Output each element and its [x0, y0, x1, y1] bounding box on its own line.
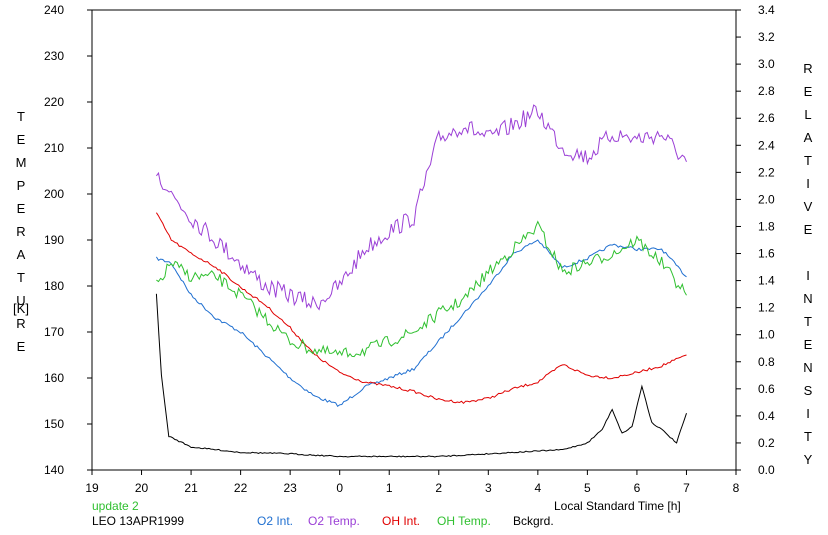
series-oh-int-line — [155, 212, 687, 405]
axis-label-char: T — [804, 314, 812, 329]
x-tick-label: 21 — [184, 481, 198, 495]
axis-label-char: R — [16, 316, 26, 331]
axis-label-char: L — [804, 107, 812, 122]
series-o2-temp-line — [156, 104, 687, 311]
right-tick-label: 3.2 — [758, 30, 775, 44]
axis-label-char: E — [16, 201, 26, 216]
axis-label-char: E — [803, 84, 813, 99]
axis-label-char: E — [16, 339, 26, 354]
right-tick-label: 3.4 — [758, 3, 775, 17]
axis-label-char: A — [803, 130, 813, 145]
axis-label-char: N — [803, 291, 813, 306]
left-tick-label: 200 — [44, 187, 64, 201]
right-tick-label: 1.2 — [758, 301, 775, 315]
right-tick-label: 1.8 — [758, 219, 775, 233]
left-tick-label: 190 — [44, 233, 64, 247]
x-tick-label: 6 — [634, 481, 641, 495]
right-tick-label: 1.0 — [758, 328, 775, 342]
x-tick-label: 20 — [135, 481, 149, 495]
right-tick-label: 3.0 — [758, 57, 775, 71]
right-tick-label: 0.4 — [758, 409, 775, 423]
right-tick-label: 1.4 — [758, 274, 775, 288]
axis-label-char: A — [16, 247, 26, 262]
left-axis: 140 150 160 170 180 190 200 210 220 230 240 — [44, 3, 92, 477]
bottom-axis: 19 20 21 22 23 0 1 2 3 4 5 6 7 8 — [85, 470, 740, 495]
axis-label-char: Y — [803, 452, 813, 467]
axis-label-char: I — [806, 176, 810, 191]
left-tick-label: 220 — [44, 95, 64, 109]
right-tick-label: 2.2 — [758, 165, 775, 179]
axis-label-char: N — [803, 360, 813, 375]
left-tick-label: 180 — [44, 279, 64, 293]
x-tick-label: 1 — [386, 481, 393, 495]
right-axis: 0.0 0.2 0.4 0.6 0.8 1.0 1.2 1.4 1.6 1.8 2.0 2.2 2.4 2… — [736, 3, 775, 477]
x-tick-label: 3 — [485, 481, 492, 495]
legend-entry: O2 Temp. — [308, 514, 360, 528]
axis-label-char: I — [806, 406, 810, 421]
right-tick-label: 1.6 — [758, 247, 775, 261]
x-tick-label: 8 — [733, 481, 740, 495]
left-tick-label: 210 — [44, 141, 64, 155]
axis-label-char: E — [16, 132, 26, 147]
axis-label-char: P — [16, 178, 26, 193]
axis-label-char: R — [803, 61, 813, 76]
left-tick-label: 170 — [44, 325, 64, 339]
series-o2-int-line — [155, 239, 687, 408]
x-tick-label: 4 — [535, 481, 542, 495]
x-tick-label: 5 — [584, 481, 591, 495]
series-bckgrd-line — [155, 293, 687, 458]
axis-label-char: I — [806, 268, 810, 283]
axis-label-char: E — [803, 222, 813, 237]
left-tick-label: 140 — [44, 463, 64, 477]
series-oh-temp-line — [156, 220, 687, 358]
x-tick-label: 23 — [283, 481, 297, 495]
x-tick-label: 0 — [336, 481, 343, 495]
x-tick-label: 7 — [683, 481, 690, 495]
station-label: LEO 13APR1999 — [92, 514, 185, 528]
axis-label-char: E — [803, 337, 813, 352]
legend-entry: O2 Int. — [257, 514, 294, 528]
legend-entry: OH Temp. — [437, 514, 491, 528]
left-tick-label: 160 — [44, 371, 64, 385]
axis-label-char: T — [804, 429, 812, 444]
axis-label-char: V — [803, 199, 813, 214]
left-axis-unit: [K] — [13, 301, 29, 316]
right-tick-label: 0.2 — [758, 436, 775, 450]
right-tick-label: 0.0 — [758, 463, 775, 477]
axis-label-char: M — [15, 155, 27, 170]
legend-entry: Bckgrd. — [513, 514, 554, 528]
right-tick-label: 2.4 — [758, 138, 775, 152]
axis-label-char: T — [804, 153, 812, 168]
left-tick-label: 150 — [44, 417, 64, 431]
axis-label-char: S — [803, 383, 813, 398]
right-tick-label: 2.0 — [758, 192, 775, 206]
left-tick-label: 230 — [44, 49, 64, 63]
x-axis-label: Local Standard Time [h] — [554, 499, 681, 513]
x-tick-label: 22 — [234, 481, 248, 495]
update-note: update 2 — [92, 499, 139, 513]
x-tick-label: 2 — [435, 481, 442, 495]
right-tick-label: 2.8 — [758, 84, 775, 98]
axis-label-char — [800, 241, 816, 264]
series-layer — [155, 104, 687, 458]
legend-entry: OH Int. — [382, 514, 421, 528]
axis-label-char: T — [17, 270, 25, 285]
axis-label-char: T — [17, 109, 25, 124]
axis-label-char: U — [16, 293, 26, 308]
right-tick-label: 0.6 — [758, 382, 775, 396]
right-tick-label: 2.6 — [758, 111, 775, 125]
x-tick-label: 19 — [85, 481, 99, 495]
left-tick-label: 240 — [44, 3, 64, 17]
axis-label-char: R — [16, 224, 26, 239]
right-tick-label: 0.8 — [758, 355, 775, 369]
